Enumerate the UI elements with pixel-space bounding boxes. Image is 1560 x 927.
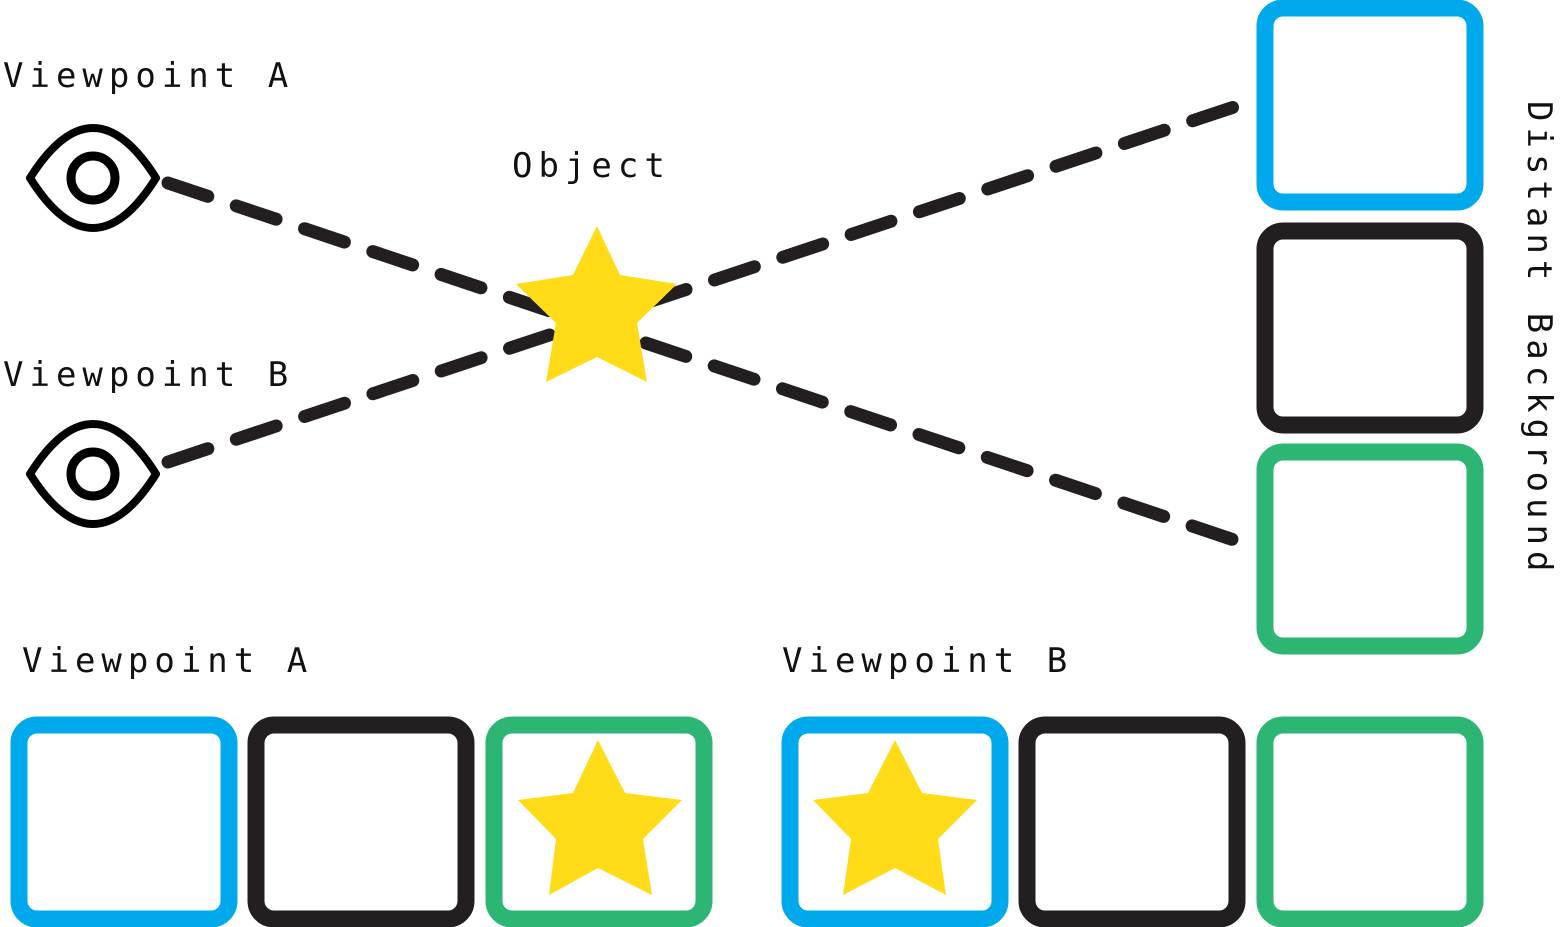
view-a-square-black (247, 716, 475, 927)
background-square-blue (1256, 0, 1484, 211)
view-a-square-green (485, 716, 713, 927)
star-icon (813, 740, 977, 895)
caption-view-a: Viewpoint A (22, 641, 313, 681)
background-square-green (1256, 443, 1484, 655)
caption-view-b: Viewpoint B (782, 641, 1073, 681)
eye-icon (26, 124, 160, 232)
label-viewpoint-a: Viewpoint A (3, 56, 294, 96)
star-icon (516, 226, 677, 382)
sight-line-viewpoint-a (161, 176, 1259, 553)
background-square-black (1256, 222, 1484, 434)
label-viewpoint-b: Viewpoint B (3, 355, 294, 395)
view-b-square-black (1018, 716, 1246, 927)
view-b-square-blue (781, 716, 1009, 927)
view-a-square-blue (10, 716, 238, 927)
label-object: Object (512, 146, 671, 186)
label-distant-background: Distant Background (1519, 101, 1559, 577)
sight-line-viewpoint-b (161, 94, 1259, 469)
view-b-square-green (1256, 716, 1484, 927)
star-icon (518, 740, 682, 895)
eye-icon (26, 420, 160, 528)
